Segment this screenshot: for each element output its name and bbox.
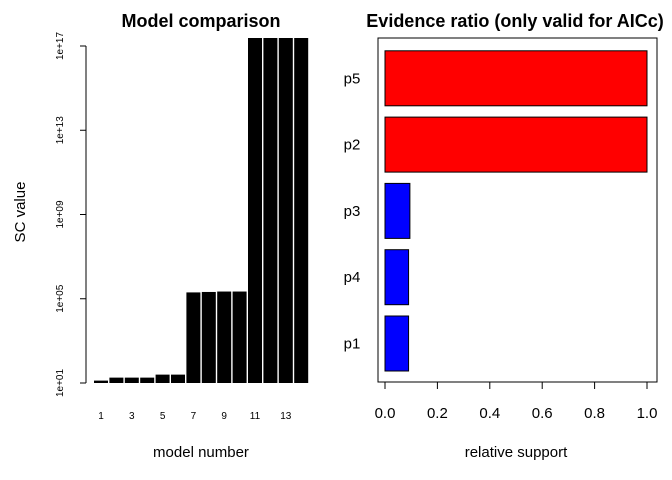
left-bar <box>217 291 232 383</box>
left-bar <box>124 377 139 383</box>
right-x-tick-label: 0.4 <box>479 405 500 422</box>
left-bar <box>278 38 293 383</box>
left-y-tick-label: 1e+09 <box>55 200 66 229</box>
right-category-label: p5 <box>344 70 361 87</box>
left-bar <box>155 374 170 383</box>
left-x-tick-label: 11 <box>250 411 261 422</box>
left-y-tick-label: 1e+17 <box>55 32 66 61</box>
right-bar <box>384 116 648 173</box>
right-category-label: p3 <box>344 203 361 220</box>
right-bar <box>384 315 410 372</box>
left-bar <box>171 374 185 383</box>
left-x-tick-label: 1 <box>98 411 104 422</box>
left-y-tick-label: 1e+05 <box>55 284 66 313</box>
model-comparison-chart: Model comparison 1e+011e+051e+091e+131e+… <box>12 11 309 461</box>
left-x-tick-label: 7 <box>191 411 197 422</box>
left-bars <box>94 38 309 383</box>
right-category-label: p1 <box>344 336 361 353</box>
right-x-axis-label: relative support <box>465 444 568 461</box>
right-bar <box>384 182 411 239</box>
left-bar <box>294 38 309 383</box>
right-bar <box>384 50 648 107</box>
left-x-tick-label: 3 <box>129 411 135 422</box>
evidence-ratio-chart: Evidence ratio (only valid for AICc) p1p… <box>344 11 664 461</box>
right-x-tick-label: 0.2 <box>427 405 448 422</box>
right-x-tick-label: 0.6 <box>532 405 553 422</box>
right-category-label: p2 <box>344 137 361 154</box>
left-x-tick-label: 13 <box>280 411 292 422</box>
right-category-label: p4 <box>344 269 361 286</box>
left-bar <box>94 380 108 383</box>
left-y-tick-label: 1e+13 <box>55 116 66 145</box>
left-x-ticks: 1 3 5 7 9 11 13 <box>98 411 292 422</box>
left-bar <box>109 377 124 383</box>
right-x-ticks: 0.0 0.2 0.4 0.6 0.8 1.0 <box>375 382 658 422</box>
right-category-labels: p1 p4 p3 p2 p5 <box>344 70 361 352</box>
left-x-axis-label: model number <box>153 444 249 461</box>
left-x-tick-label: 5 <box>160 411 166 422</box>
right-chart-title: Evidence ratio (only valid for AICc) <box>366 11 663 31</box>
left-chart-title: Model comparison <box>121 11 280 31</box>
right-x-tick-label: 0.0 <box>375 405 396 422</box>
left-y-tick-label: 1e+01 <box>55 369 66 398</box>
left-bar <box>201 291 216 383</box>
right-bar <box>384 249 410 306</box>
left-bar <box>232 291 247 383</box>
left-bar <box>186 292 201 383</box>
left-bar <box>248 38 262 383</box>
left-y-axis-label: SC value <box>12 182 29 243</box>
left-y-ticks: 1e+01 1e+05 1e+09 1e+13 1e+17 <box>55 32 86 398</box>
right-x-tick-label: 1.0 <box>637 405 658 422</box>
right-bars <box>384 50 648 372</box>
left-bar <box>263 38 278 383</box>
right-x-tick-label: 0.8 <box>584 405 605 422</box>
left-x-tick-label: 9 <box>221 411 227 422</box>
left-bar <box>140 377 155 383</box>
